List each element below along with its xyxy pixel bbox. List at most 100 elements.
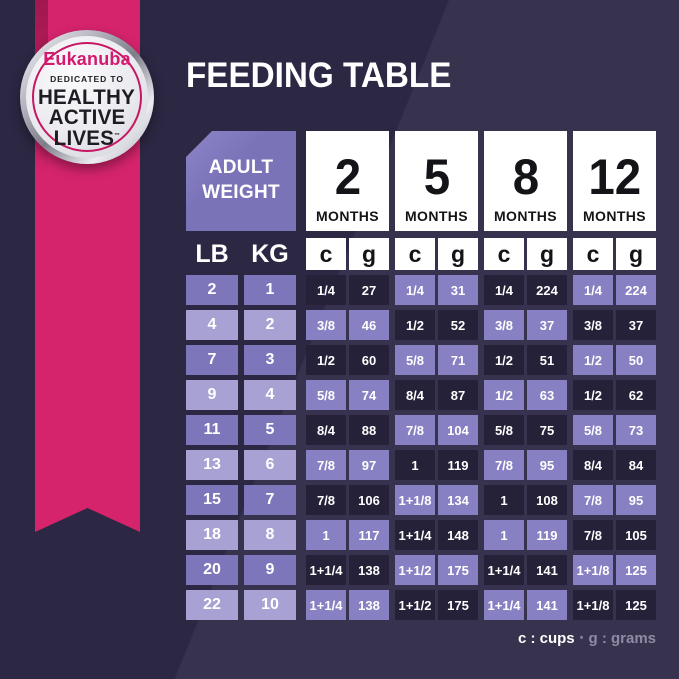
table-row: 4 2 3/8 46 1/2 52 3/8 37 3/8 37 [186,310,656,340]
cups-value-cell: 3/8 [306,310,346,340]
brand-logo-text: Eukanuba [43,48,131,69]
cups-value-cell: 1+1/8 [573,590,613,620]
cups-value-cell: 7/8 [306,450,346,480]
grams-value-cell: 119 [438,450,478,480]
cups-value-cell: 5/8 [573,415,613,445]
grams-value-cell: 141 [527,555,567,585]
cups-value-cell: 1 [395,450,435,480]
grams-value-cell: 104 [438,415,478,445]
cups-value-cell: 1+1/4 [306,555,346,585]
cups-value-cell: 5/8 [395,345,435,375]
cups-value-cell: 1/2 [573,380,613,410]
lb-value-cell: 15 [186,485,238,515]
table-row: 18 8 1 117 1+1/4 148 1 119 7/8 105 [186,520,656,550]
month-header-8: 8 MONTHS [484,131,567,231]
grams-value-cell: 74 [349,380,389,410]
trademark-symbol: ™ [114,132,121,139]
grams-value-cell: 119 [527,520,567,550]
lb-column-header: LB [195,239,229,268]
table-row: 20 9 1+1/4 138 1+1/2 175 1+1/4 141 1+1/8 125 [186,555,656,585]
lb-value-cell: 11 [186,415,238,445]
grams-value-cell: 52 [438,310,478,340]
grams-value-cell: 62 [616,380,656,410]
kg-value-cell: 5 [244,415,296,445]
table-row: 13 6 7/8 97 1 119 7/8 95 8/4 84 [186,450,656,480]
lb-value-cell: 2 [186,275,238,305]
cups-value-cell: 1/2 [484,380,524,410]
cups-unit-header: c [484,238,524,270]
grams-value-cell: 224 [527,275,567,305]
badge-content: Eukanuba DEDICATED TO HEALTHY ACTIVE LIV… [20,30,154,164]
kg-value-cell: 3 [244,345,296,375]
cups-value-cell: 1/2 [395,310,435,340]
grams-value-cell: 31 [438,275,478,305]
grams-value-cell: 84 [616,450,656,480]
cups-value-cell: 7/8 [573,485,613,515]
grams-unit-header: g [616,238,656,270]
month-header-5: 5 MONTHS [395,131,478,231]
cups-unit-header: c [573,238,613,270]
table-row: 2 1 1/4 27 1/4 31 1/4 224 1/4 224 [186,275,656,305]
cups-value-cell: 5/8 [484,415,524,445]
lb-value-cell: 13 [186,450,238,480]
cups-value-cell: 1+1/2 [395,555,435,585]
kg-value-cell: 1 [244,275,296,305]
badge-slogan-line3: LIVES™ [53,126,121,150]
table-row: 7 3 1/2 60 5/8 71 1/2 51 1/2 50 [186,345,656,375]
grams-value-cell: 117 [349,520,389,550]
cups-value-cell: 7/8 [306,485,346,515]
units-header-row: LB KG c g c g c g c g [186,238,656,270]
feeding-table: ADULT WEIGHT 2 MONTHS 5 MONTHS 8 MONTHS … [186,131,656,625]
grams-value-cell: 108 [527,485,567,515]
kg-column-header: KG [251,239,289,268]
kg-value-cell: 10 [244,590,296,620]
cups-value-cell: 1+1/4 [484,555,524,585]
grams-value-cell: 50 [616,345,656,375]
badge-slogan-line1: HEALTHY [38,85,136,109]
cups-value-cell: 7/8 [484,450,524,480]
cups-value-cell: 1+1/4 [484,590,524,620]
kg-value-cell: 2 [244,310,296,340]
grams-value-cell: 175 [438,555,478,585]
grams-value-cell: 71 [438,345,478,375]
units-legend: c : cups • g : grams [186,630,656,647]
lb-value-cell: 22 [186,590,238,620]
cups-value-cell: 1/4 [395,275,435,305]
cups-value-cell: 5/8 [306,380,346,410]
cups-value-cell: 1/4 [306,275,346,305]
grams-value-cell: 106 [349,485,389,515]
cups-value-cell: 8/4 [573,450,613,480]
eukanuba-badge: Eukanuba DEDICATED TO HEALTHY ACTIVE LIV… [20,30,154,164]
table-row: 22 10 1+1/4 138 1+1/2 175 1+1/4 141 1+1/8 125 [186,590,656,620]
grams-legend-label: g : grams [588,630,656,647]
cups-value-cell: 1/2 [306,345,346,375]
grams-value-cell: 97 [349,450,389,480]
grams-value-cell: 75 [527,415,567,445]
bullet-separator-icon: • [579,632,584,644]
grams-value-cell: 95 [527,450,567,480]
grams-unit-header: g [349,238,389,270]
grams-value-cell: 134 [438,485,478,515]
grams-value-cell: 125 [616,555,656,585]
badge-tagline: DEDICATED TO [50,73,124,84]
lb-value-cell: 4 [186,310,238,340]
cups-unit-header: c [306,238,346,270]
cups-value-cell: 1/4 [484,275,524,305]
cups-value-cell: 1 [484,520,524,550]
grams-value-cell: 175 [438,590,478,620]
kg-value-cell: 9 [244,555,296,585]
cups-value-cell: 1/2 [573,345,613,375]
lb-value-cell: 9 [186,380,238,410]
grams-value-cell: 224 [616,275,656,305]
grams-unit-header: g [438,238,478,270]
cups-unit-header: c [395,238,435,270]
table-row: 9 4 5/8 74 8/4 87 1/2 63 1/2 62 [186,380,656,410]
month-header-12: 12 MONTHS [573,131,656,231]
grams-value-cell: 37 [616,310,656,340]
cups-value-cell: 1+1/8 [395,485,435,515]
kg-value-cell: 8 [244,520,296,550]
kg-value-cell: 6 [244,450,296,480]
badge-slogan-line2: ACTIVE [48,106,126,130]
kg-value-cell: 7 [244,485,296,515]
cups-value-cell: 7/8 [573,520,613,550]
